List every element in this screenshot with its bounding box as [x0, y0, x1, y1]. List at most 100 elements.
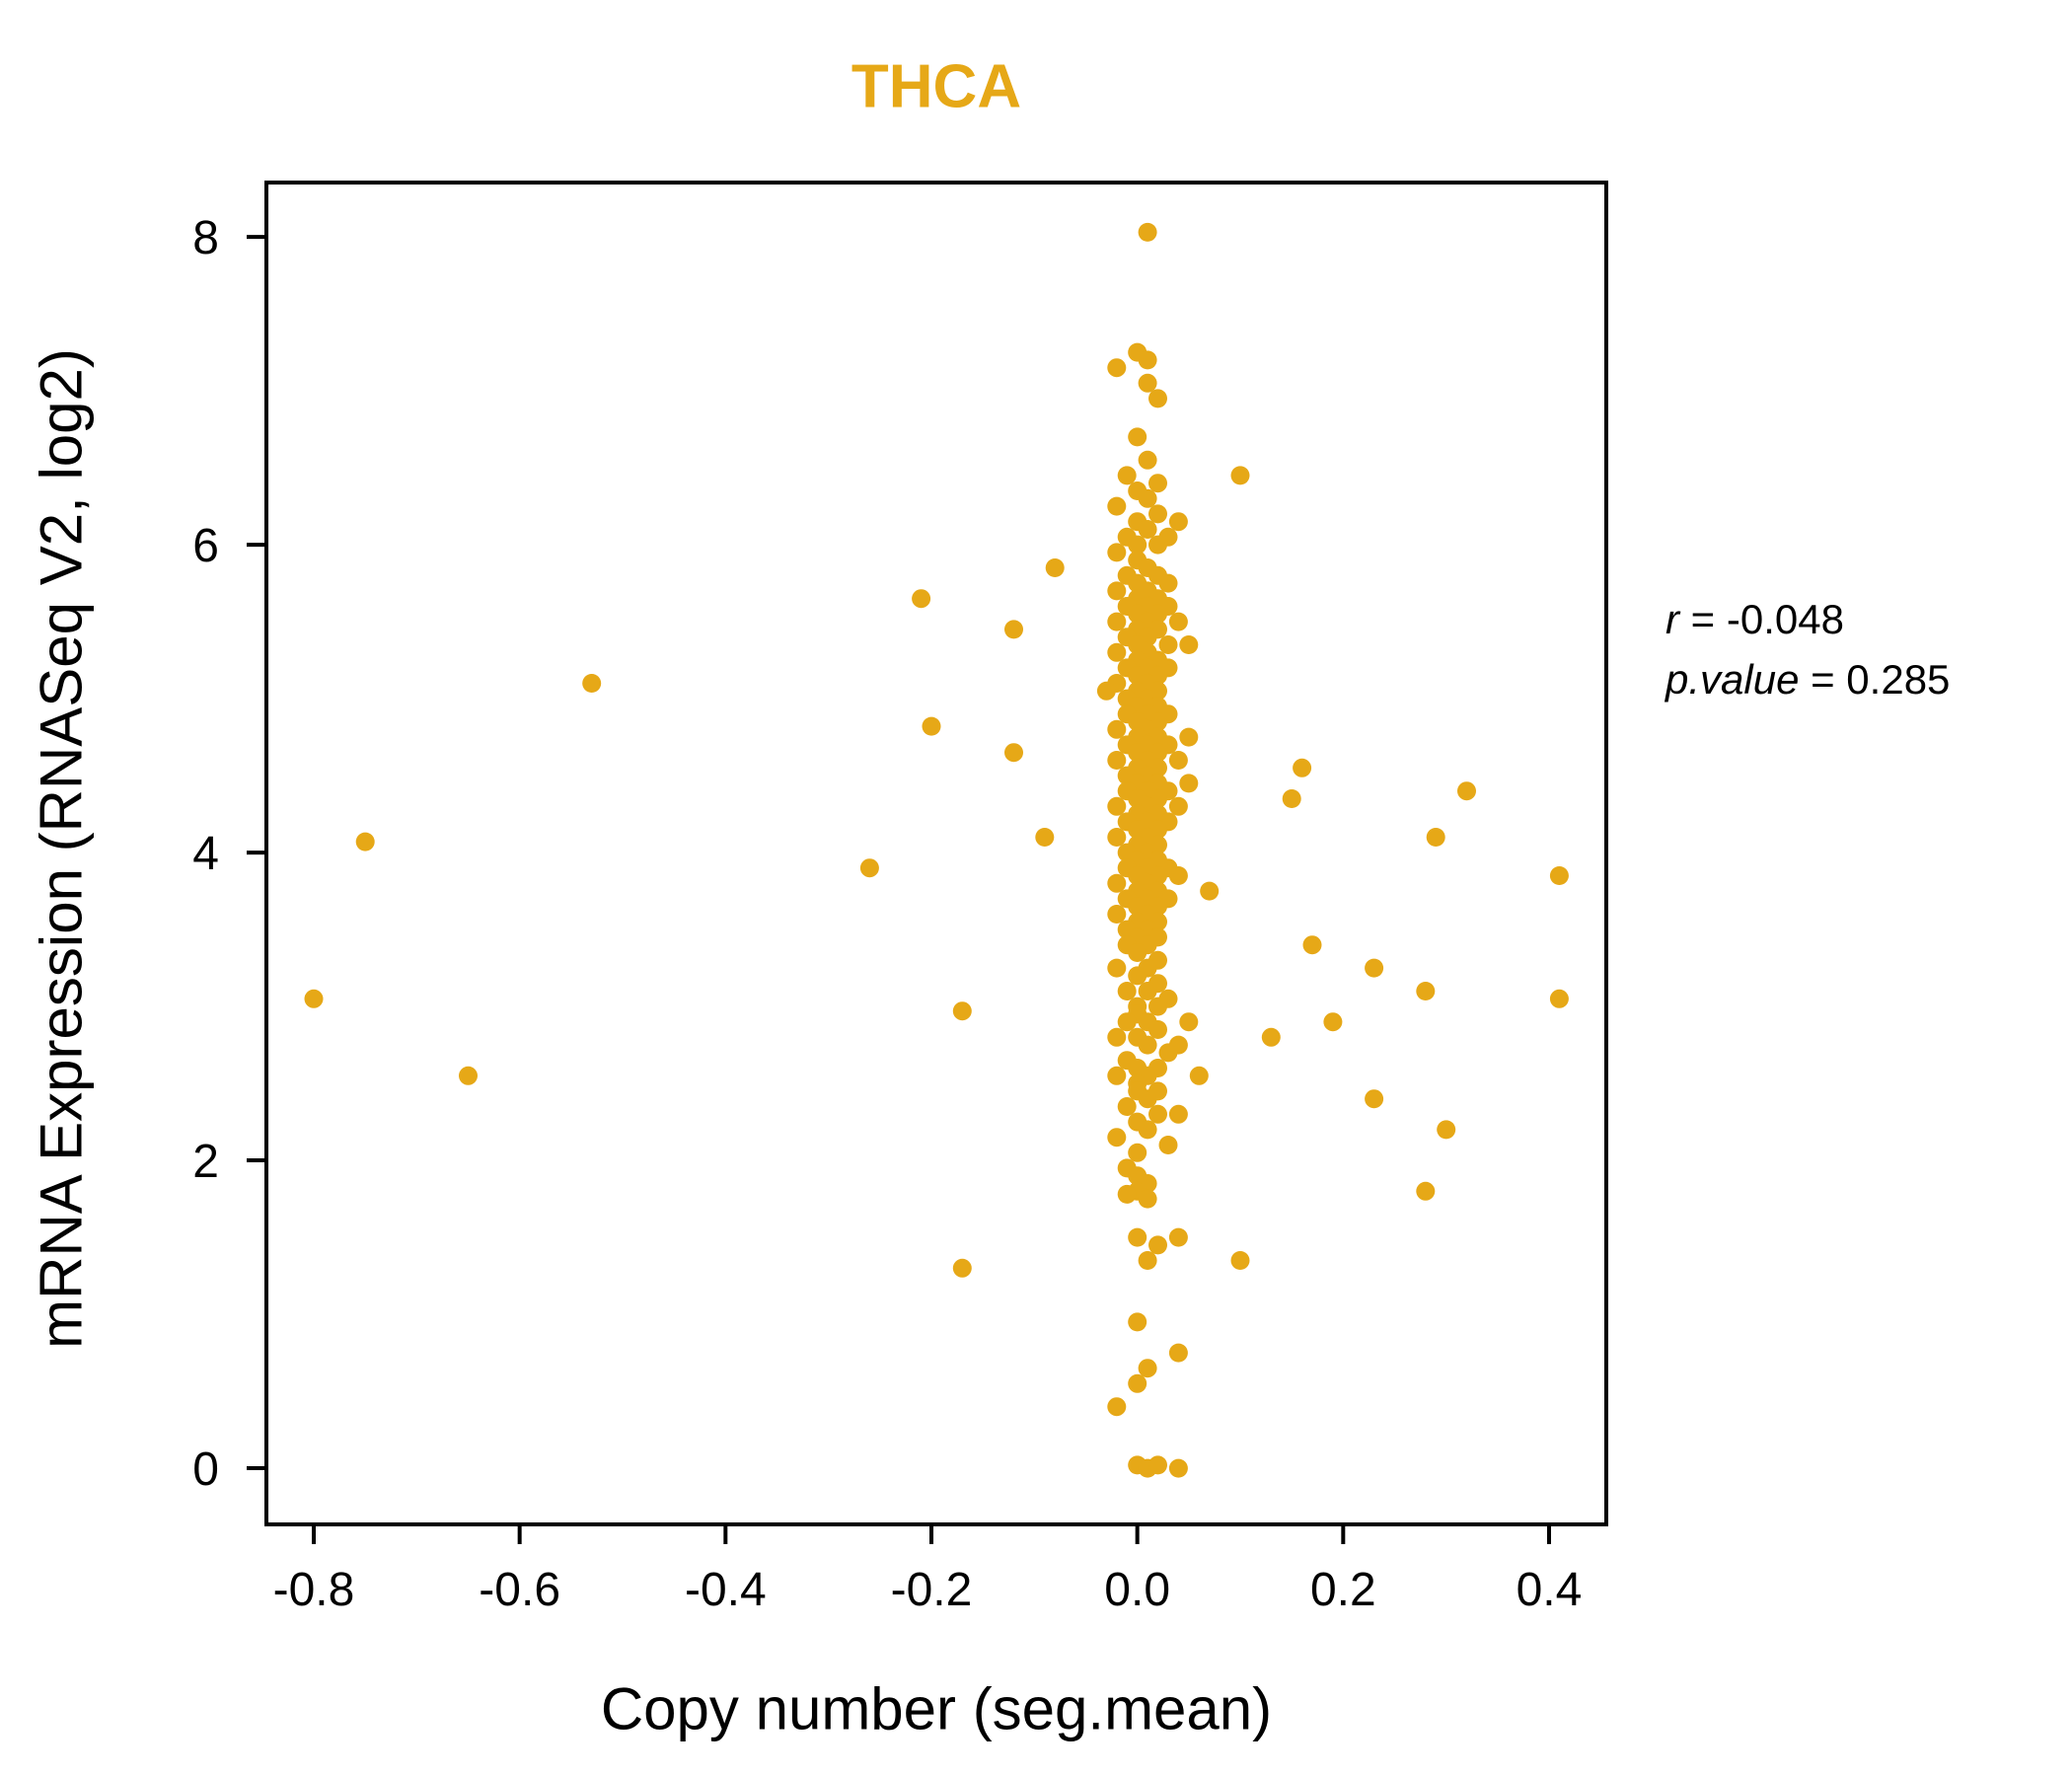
data-point [952, 1001, 972, 1021]
data-point [1168, 1227, 1188, 1247]
data-point [1549, 866, 1569, 885]
x-tick-label: -0.2 [891, 1564, 973, 1616]
data-point [1282, 789, 1301, 808]
data-point [304, 989, 324, 1008]
data-point [1107, 1066, 1127, 1085]
data-point [1117, 1184, 1137, 1204]
y-tick-label: 8 [192, 212, 219, 264]
data-point [1107, 796, 1127, 816]
data-point [1158, 1136, 1178, 1154]
data-point [1230, 466, 1250, 485]
data-point [1148, 1081, 1167, 1101]
data-point [1261, 1027, 1281, 1047]
data-point [1107, 905, 1127, 924]
y-tick-label: 0 [192, 1443, 219, 1496]
data-point [1416, 982, 1436, 1000]
p-stat-line: p.value = 0.285 [1665, 650, 1950, 710]
data-point [1148, 474, 1167, 493]
data-point [1107, 873, 1127, 893]
data-point [1148, 389, 1167, 408]
data-point [1138, 488, 1157, 508]
r-stat-name: r [1665, 596, 1679, 642]
data-point [1168, 751, 1188, 770]
data-point [1107, 642, 1127, 662]
data-point [1117, 1012, 1137, 1032]
y-tick-label: 6 [192, 520, 219, 572]
data-point [1168, 612, 1188, 631]
data-point [859, 858, 879, 878]
data-point [1128, 1227, 1147, 1247]
data-point [1365, 958, 1384, 978]
data-point [1549, 989, 1569, 1008]
data-point [1096, 681, 1116, 701]
data-point [912, 589, 931, 609]
p-stat-value: = 0.285 [1799, 655, 1951, 703]
data-point [1168, 512, 1188, 532]
data-point [1457, 781, 1476, 801]
data-point [1179, 774, 1199, 793]
x-tick-label: -0.4 [685, 1564, 767, 1616]
data-point [1138, 450, 1157, 470]
data-point [1107, 719, 1127, 739]
data-point [1138, 1120, 1157, 1140]
data-point [1107, 828, 1127, 847]
data-point [1128, 535, 1147, 555]
data-point [1179, 1012, 1199, 1032]
data-point [1117, 1097, 1137, 1116]
data-point [1138, 1035, 1157, 1055]
data-point [459, 1066, 478, 1085]
data-point [1168, 1458, 1188, 1478]
data-point [922, 716, 941, 736]
y-tick-label: 2 [192, 1136, 219, 1188]
data-point [1148, 997, 1167, 1016]
data-point [1138, 222, 1157, 242]
data-point [1138, 373, 1157, 393]
y-axis-label: mRNA Expression (RNASeq V2, log2) [28, 348, 95, 1349]
data-point [1179, 635, 1199, 654]
data-point [1148, 504, 1167, 524]
p-stat-name: p.value [1665, 655, 1800, 703]
data-point [1004, 620, 1023, 639]
x-tick-label: 0.0 [1104, 1564, 1170, 1616]
data-point [1138, 350, 1157, 370]
data-point [1437, 1120, 1456, 1140]
plot-box [264, 181, 1608, 1526]
data-point [1117, 982, 1137, 1000]
data-point [582, 674, 602, 693]
data-point [1138, 520, 1157, 539]
data-point [1158, 635, 1178, 654]
data-point [1416, 1181, 1436, 1201]
chart-title: THCA [851, 52, 1022, 121]
data-point [1365, 1089, 1384, 1109]
data-point [1168, 866, 1188, 885]
data-point [1107, 612, 1127, 631]
data-point [1004, 743, 1023, 763]
data-point [1323, 1012, 1343, 1032]
data-point [1138, 982, 1157, 1000]
data-point [1302, 935, 1322, 955]
data-point [1128, 966, 1147, 986]
x-axis-label: Copy number (seg.mean) [600, 1675, 1273, 1742]
x-tick-label: 0.4 [1517, 1564, 1583, 1616]
data-point [1035, 828, 1055, 847]
data-point [1148, 1020, 1167, 1039]
data-point [1117, 466, 1137, 485]
data-point [1138, 1251, 1157, 1270]
data-point [1293, 758, 1312, 777]
x-tick-label: 0.2 [1310, 1564, 1376, 1616]
data-point [1138, 1189, 1157, 1209]
data-point [1107, 1128, 1127, 1147]
data-point [1200, 881, 1220, 901]
data-point [355, 832, 375, 851]
data-point [1138, 1359, 1157, 1378]
data-point [1128, 1312, 1147, 1332]
data-point [1107, 358, 1127, 378]
data-point [952, 1258, 972, 1278]
data-point [1107, 1027, 1127, 1047]
x-tick-label: -0.8 [273, 1564, 355, 1616]
data-point [1148, 1104, 1167, 1124]
stats-annotation: r = -0.048 p.value = 0.285 [1665, 590, 1950, 710]
x-tick-label: -0.6 [479, 1564, 560, 1616]
